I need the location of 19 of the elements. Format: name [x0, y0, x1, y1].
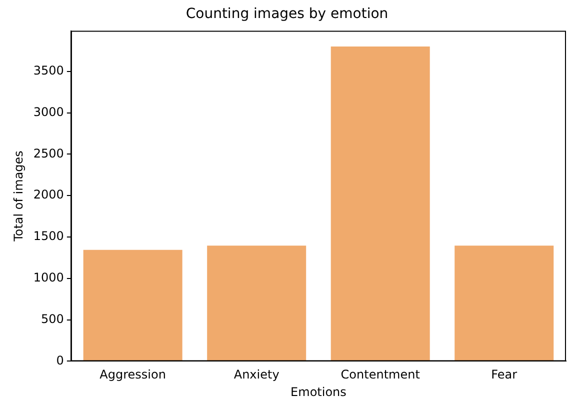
y-tick-label: 0 [56, 353, 64, 368]
x-tick-label: Fear [491, 368, 518, 382]
y-tick-label: 1500 [33, 229, 64, 244]
bar [207, 246, 306, 361]
y-tick-label: 500 [41, 312, 64, 326]
x-axis-title: Emotions [290, 384, 346, 399]
bar [454, 246, 554, 361]
y-tick-label: 3500 [33, 64, 64, 78]
y-tick-label: 3000 [33, 104, 64, 119]
x-tick-label: Anxiety [234, 368, 280, 382]
x-tick-label: Contentment [340, 368, 420, 382]
y-tick-label: 2000 [33, 188, 64, 202]
x-tick-label: Aggression [100, 368, 166, 382]
bar [330, 46, 430, 361]
y-tick-label: 1000 [33, 270, 64, 285]
y-axis-title: Total of images [11, 150, 26, 242]
chart-title: Counting images by emotion [186, 6, 388, 22]
y-tick-label: 2500 [33, 146, 64, 160]
bar [83, 250, 182, 361]
